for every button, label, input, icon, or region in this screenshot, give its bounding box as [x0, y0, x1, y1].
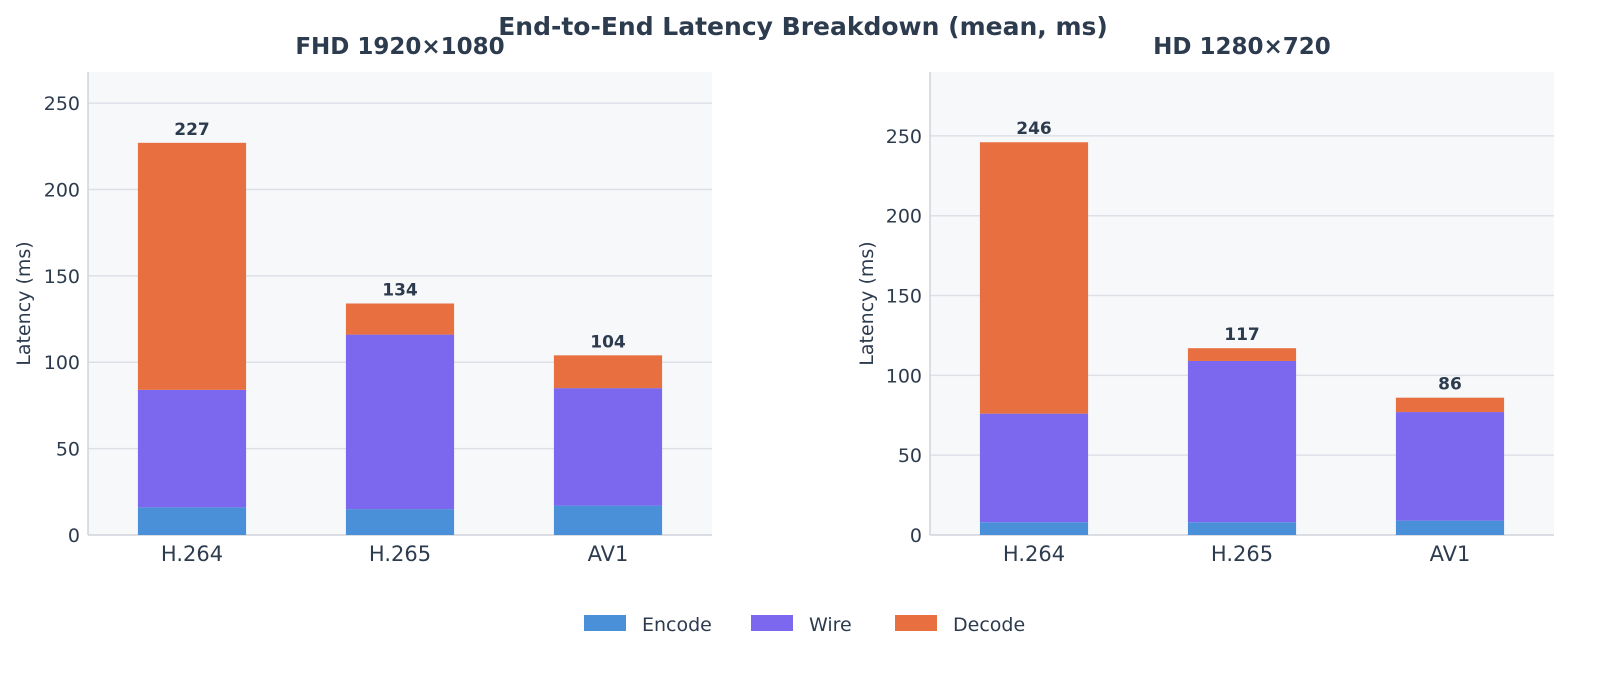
legend-label-encode: Encode	[642, 614, 712, 636]
y-tick-label: 200	[44, 179, 80, 201]
bar-total-label: 134	[382, 281, 418, 301]
legend-swatch-encode	[584, 615, 626, 631]
bar-segment-decode-av1	[1395, 397, 1505, 413]
legend-swatch-wire	[751, 615, 793, 631]
chart-legend: Encode Wire Decode	[584, 614, 1025, 636]
legend-swatch-decode	[895, 615, 937, 631]
y-tick-label: 150	[44, 266, 80, 288]
x-tick-label: H.264	[1003, 542, 1065, 566]
bar-total-label: 86	[1438, 375, 1462, 395]
y-tick-label: 250	[44, 93, 80, 115]
chart-panels: 0 50 100 150 200 250 227 H.264 134 H.265 104 AV1 FHD…	[13, 34, 1554, 566]
bar-segment-wire-h265	[1187, 360, 1297, 523]
chart-panel-2: 0 50 100 150 200 250 246 H.264 117 H.265 86 AV1 HD 1…	[856, 34, 1554, 566]
y-tick-label: 50	[56, 439, 80, 461]
bar-segment-encode-av1	[1395, 520, 1505, 535]
bar-total-label: 104	[590, 332, 626, 352]
y-tick-label: 0	[68, 525, 80, 547]
y-tick-label: 0	[910, 525, 922, 547]
bar-segment-encode-h264	[979, 522, 1089, 535]
x-tick-label: AV1	[588, 542, 629, 566]
bar-total-label: 117	[1224, 325, 1260, 345]
bar-segment-wire-av1	[553, 388, 663, 506]
legend-label-decode: Decode	[953, 614, 1025, 636]
bar-segment-encode-h264	[137, 507, 247, 535]
bar-segment-decode-av1	[553, 355, 663, 389]
y-tick-label: 200	[886, 206, 922, 228]
y-tick-label: 50	[898, 445, 922, 467]
panel-title: FHD 1920×1080	[295, 34, 504, 60]
x-tick-label: H.265	[369, 542, 431, 566]
bar-total-label: 246	[1016, 119, 1052, 139]
y-axis-label: Latency (ms)	[856, 241, 878, 365]
bar-total-label: 227	[174, 120, 210, 140]
chart-panel-1: 0 50 100 150 200 250 227 H.264 134 H.265 104 AV1 FHD…	[13, 34, 712, 566]
bar-segment-encode-h265	[1187, 522, 1297, 535]
legend-label-wire: Wire	[809, 614, 852, 636]
bar-segment-decode-h264	[137, 142, 247, 390]
y-tick-label: 100	[886, 365, 922, 387]
bar-segment-wire-h264	[137, 389, 247, 508]
bar-segment-decode-h265	[345, 303, 455, 335]
bar-segment-wire-av1	[1395, 412, 1505, 521]
x-tick-label: H.264	[161, 542, 223, 566]
panel-title: HD 1280×720	[1153, 34, 1331, 60]
bar-segment-encode-h265	[345, 509, 455, 535]
x-tick-label: H.265	[1211, 542, 1273, 566]
figure-title: End-to-End Latency Breakdown (mean, ms)	[498, 12, 1108, 41]
y-axis-label: Latency (ms)	[13, 241, 35, 365]
bar-segment-decode-h264	[979, 142, 1089, 414]
x-tick-label: AV1	[1430, 542, 1471, 566]
y-tick-label: 100	[44, 352, 80, 374]
y-tick-label: 150	[886, 286, 922, 308]
y-tick-label: 250	[886, 126, 922, 148]
bar-segment-wire-h264	[979, 413, 1089, 523]
bar-segment-wire-h265	[345, 334, 455, 510]
bar-segment-encode-av1	[553, 505, 663, 535]
bar-segment-decode-h265	[1187, 348, 1297, 361]
